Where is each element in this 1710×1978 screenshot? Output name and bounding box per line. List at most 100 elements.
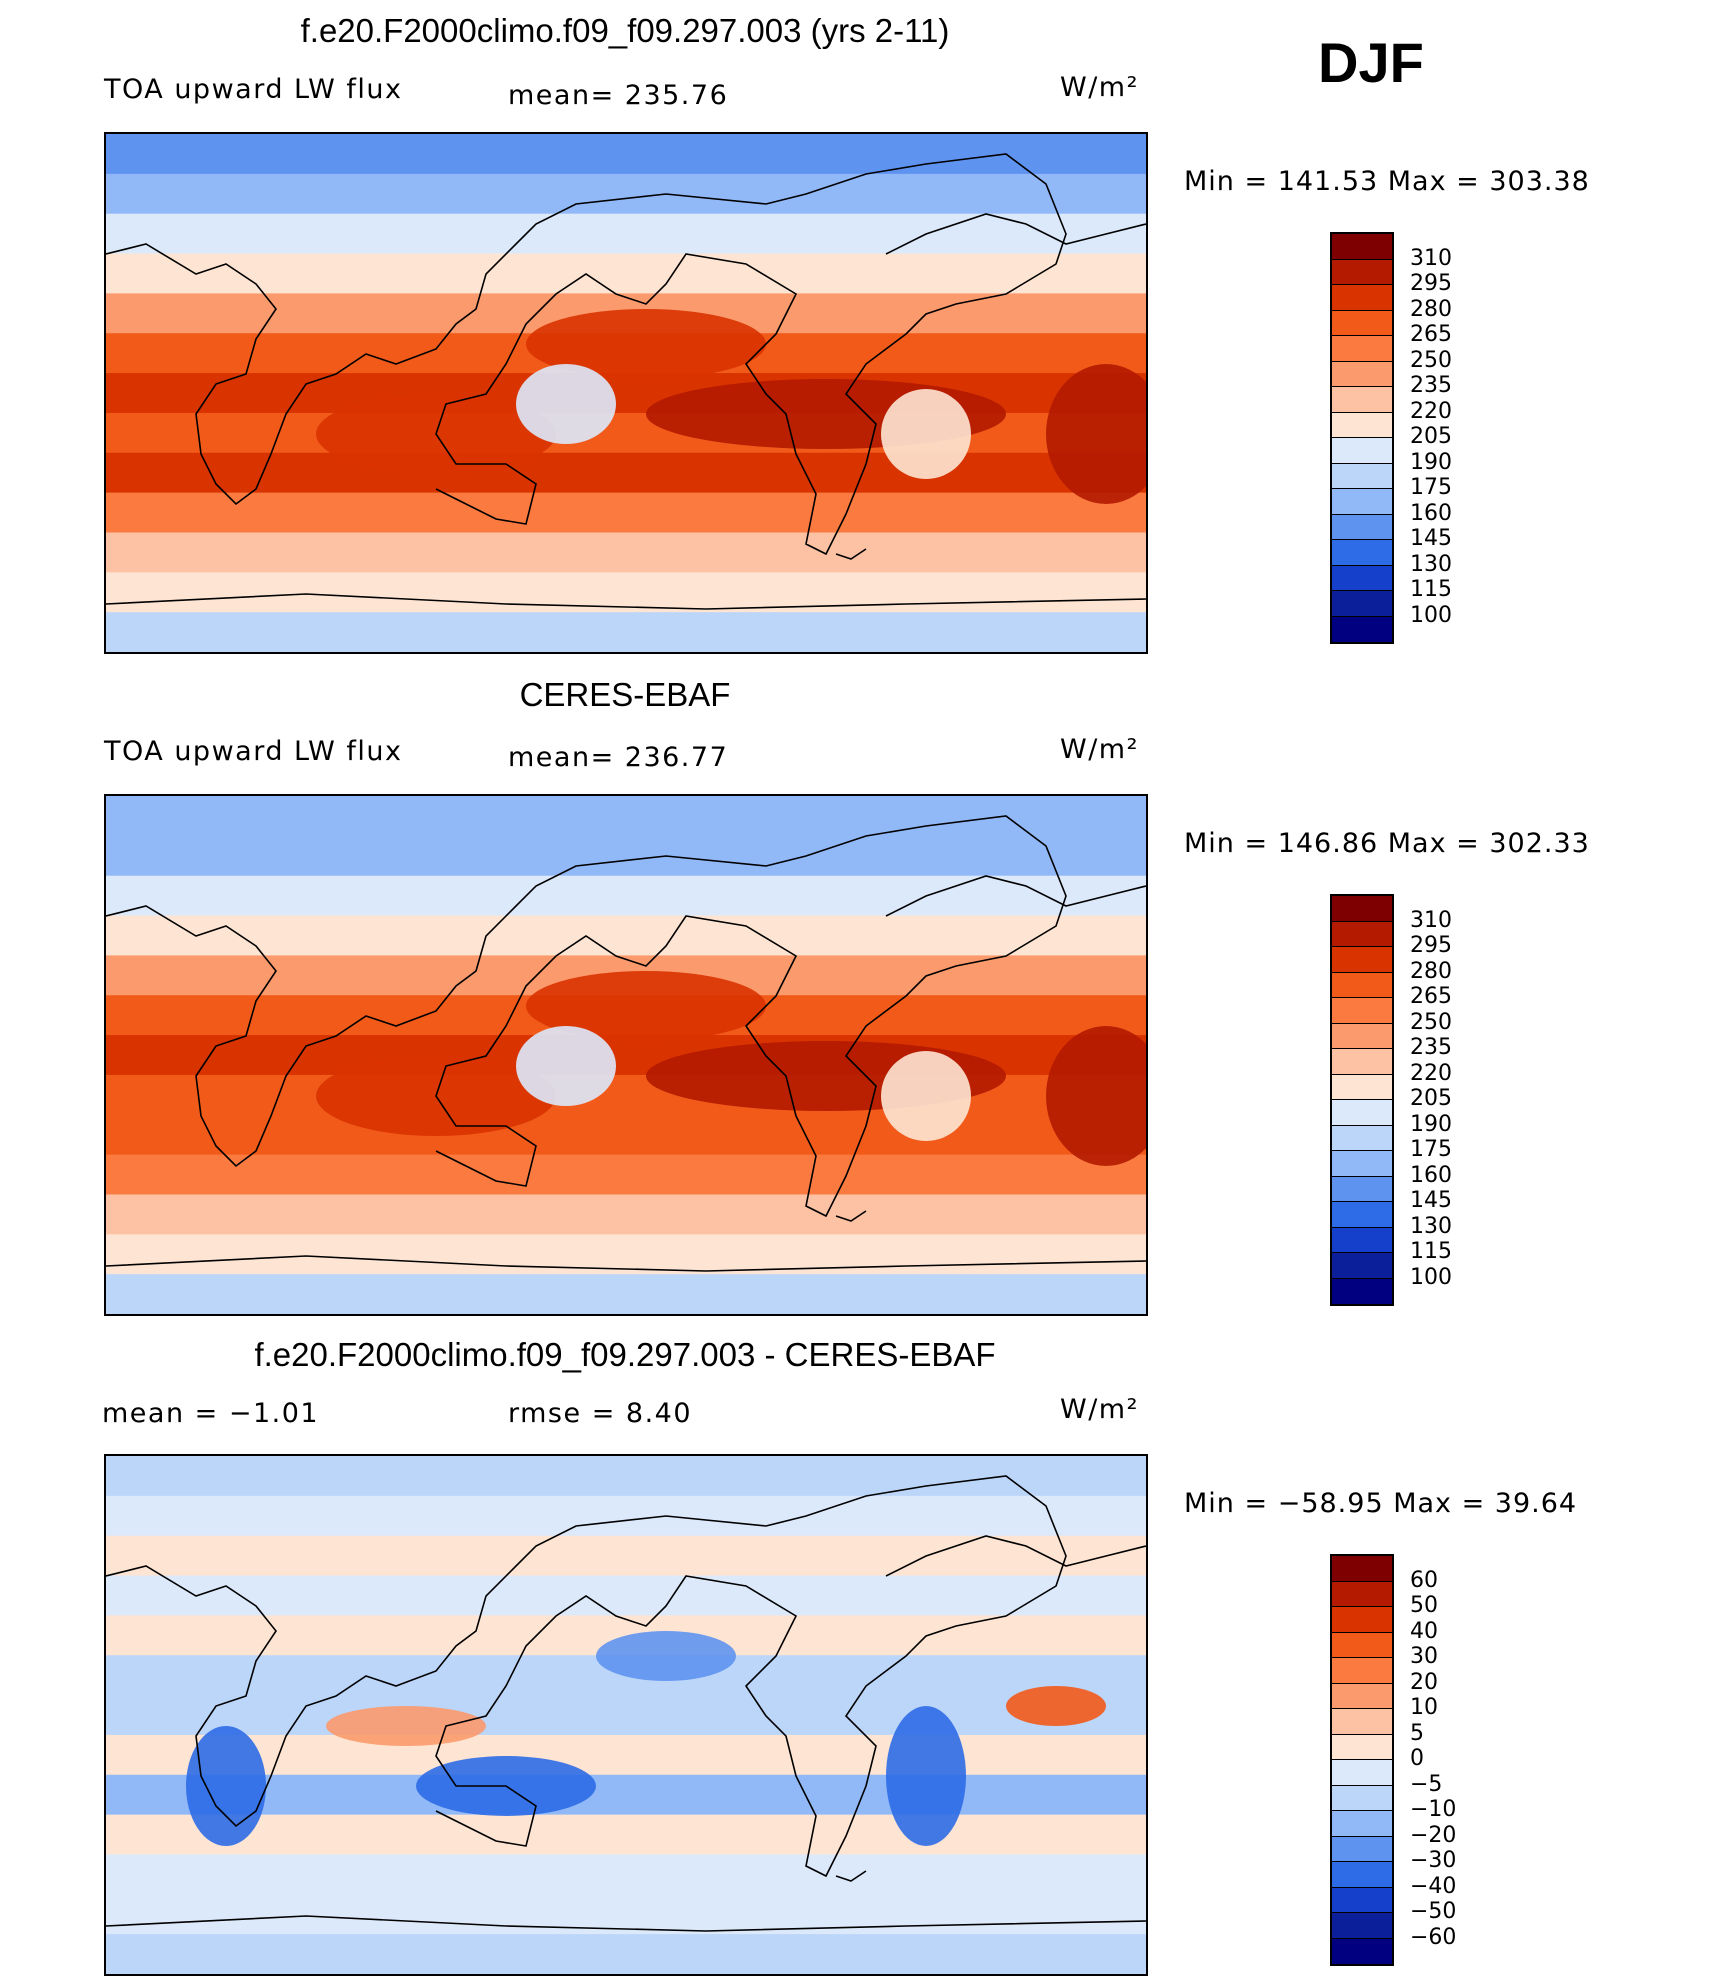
colorbar-tick-label: −10	[1410, 1797, 1457, 1822]
colorbar-tick-label: 60	[1410, 1567, 1438, 1593]
coastline	[885, 213, 1146, 255]
panel-2-colorbar	[1330, 894, 1394, 1306]
panel-1-units: W/m²	[1060, 72, 1139, 103]
colorbar-segment	[1332, 463, 1392, 489]
colorbar-tick-label: 250	[1410, 1009, 1452, 1035]
field-region	[526, 971, 766, 1041]
colorbar-tick-label: 20	[1410, 1669, 1438, 1695]
field-region	[881, 1051, 971, 1141]
panel-3-colorbar	[1330, 1554, 1394, 1966]
colorbar-tick-label: 130	[1410, 1213, 1452, 1239]
colorbar-segment	[1332, 972, 1392, 998]
field-region	[596, 1631, 736, 1681]
colorbar-tick-label: 175	[1410, 1137, 1452, 1162]
field-region	[1046, 1026, 1146, 1166]
colorbar-segment	[1332, 1253, 1392, 1279]
colorbar-segment	[1332, 1074, 1392, 1100]
colorbar-segment	[1332, 1023, 1392, 1049]
lat-band	[106, 173, 1146, 215]
lat-band	[106, 213, 1146, 255]
colorbar-tick-label: 280	[1410, 296, 1452, 322]
colorbar-segment	[1332, 361, 1392, 387]
lat-band	[106, 1535, 1146, 1577]
colorbar-tick-label: 205	[1410, 424, 1452, 449]
colorbar-tick-label: 190	[1410, 449, 1452, 475]
colorbar-segment	[1332, 1278, 1392, 1304]
colorbar-segment	[1332, 1734, 1392, 1760]
field-region	[516, 1026, 616, 1106]
colorbar-tick-label: 235	[1410, 373, 1452, 398]
colorbar-segment	[1332, 616, 1392, 642]
colorbar-tick-label: 295	[1410, 933, 1452, 958]
colorbar-segment	[1332, 1913, 1392, 1939]
season-label: DJF	[1318, 31, 1424, 94]
colorbar-tick-label: 30	[1410, 1644, 1438, 1669]
colorbar-tick-label: 310	[1410, 907, 1452, 933]
colorbar-tick-label: 205	[1410, 1086, 1452, 1111]
colorbar-tick-label: 10	[1410, 1695, 1438, 1720]
colorbar-segment	[1332, 259, 1392, 285]
panel-3-minmax: Min = −58.95 Max = 39.64	[1184, 1488, 1578, 1519]
coastline	[885, 875, 1146, 917]
lat-band	[106, 1154, 1146, 1196]
colorbar-segment	[1332, 234, 1392, 260]
colorbar-tick-label: −50	[1410, 1899, 1457, 1924]
coastline	[106, 1475, 1067, 1878]
colorbar-segment	[1332, 1202, 1392, 1228]
map-field	[106, 1456, 1146, 1974]
field-region	[516, 364, 616, 444]
panel-1-colorbar	[1330, 232, 1394, 644]
colorbar-segment	[1332, 1887, 1392, 1913]
panel-1-map	[104, 132, 1148, 654]
colorbar-segment	[1332, 310, 1392, 336]
lat-band	[106, 915, 1146, 957]
colorbar-segment	[1332, 1760, 1392, 1786]
colorbar-segment	[1332, 1556, 1392, 1582]
field-region	[886, 1706, 966, 1846]
colorbar-segment	[1332, 921, 1392, 947]
panel-3-title: f.e20.F2000climo.f09_f09.297.003 - CERES…	[254, 1336, 996, 1373]
colorbar-tick-label: 175	[1410, 475, 1452, 500]
panel-3-units: W/m²	[1060, 1394, 1139, 1425]
colorbar-tick-label: 100	[1410, 1264, 1452, 1290]
lat-band	[106, 1495, 1146, 1537]
colorbar-segment	[1332, 947, 1392, 973]
panel-2-map	[104, 794, 1148, 1316]
panel-1-mean-label: mean= 235.76	[508, 80, 729, 111]
colorbar-tick-label: 115	[1410, 577, 1452, 602]
colorbar-segment	[1332, 1125, 1392, 1151]
colorbar-tick-label: 310	[1410, 245, 1452, 271]
colorbar-segment	[1332, 591, 1392, 617]
panel-1-variable-label: TOA upward LW flux	[104, 74, 403, 105]
colorbar-tick-label: 40	[1410, 1618, 1438, 1644]
panel-2-mean-label: mean= 236.77	[508, 742, 729, 773]
colorbar-segment	[1332, 1785, 1392, 1811]
lat-band	[106, 1774, 1146, 1816]
coastline	[106, 593, 1146, 610]
lat-band	[106, 1934, 1146, 1974]
lat-band	[106, 875, 1146, 917]
lat-band	[106, 1814, 1146, 1856]
colorbar-segment	[1332, 336, 1392, 362]
lat-band	[106, 452, 1146, 494]
colorbar-segment	[1332, 1176, 1392, 1202]
lat-band	[106, 1114, 1146, 1156]
field-region	[526, 309, 766, 379]
colorbar-tick-label: 115	[1410, 1239, 1452, 1264]
panel-3-rmse-label: rmse = 8.40	[508, 1398, 693, 1429]
lat-band	[106, 532, 1146, 574]
colorbar-tick-label: 130	[1410, 551, 1452, 577]
colorbar-tick-label: 220	[1410, 398, 1452, 424]
colorbar-segment	[1332, 896, 1392, 922]
map-field	[106, 796, 1146, 1314]
lat-band	[106, 1575, 1146, 1617]
colorbar-segment	[1332, 514, 1392, 540]
colorbar-segment	[1332, 1811, 1392, 1837]
coastline	[106, 815, 1067, 1218]
lat-band	[106, 1274, 1146, 1314]
colorbar-tick-label: 280	[1410, 958, 1452, 984]
coastline	[835, 1870, 867, 1882]
colorbar-segment	[1332, 540, 1392, 566]
colorbar-segment	[1332, 1683, 1392, 1709]
panel-2-minmax: Min = 146.86 Max = 302.33	[1184, 828, 1590, 859]
